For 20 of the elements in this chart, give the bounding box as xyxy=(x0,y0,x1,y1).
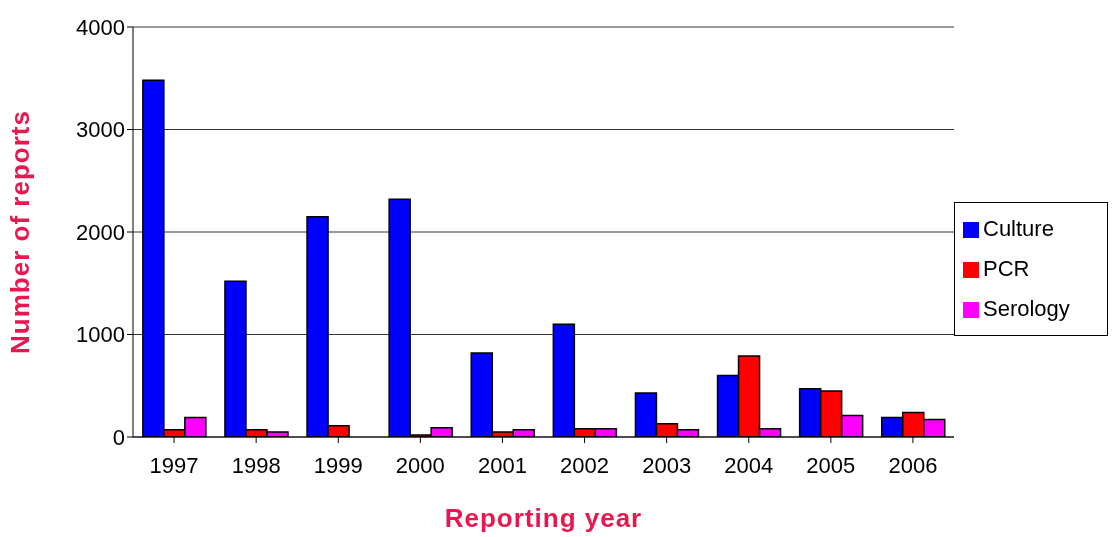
x-tick-label: 1999 xyxy=(313,452,363,478)
x-tick-label: 2004 xyxy=(724,452,774,478)
x-tick-label: 2000 xyxy=(395,452,445,478)
y-tick-label: 4000 xyxy=(76,14,125,40)
x-tick-label: 2001 xyxy=(477,452,527,478)
x-tick-label: 2005 xyxy=(806,452,856,478)
x-tick-label: 1998 xyxy=(231,452,281,478)
x-tick-label: 1997 xyxy=(149,452,199,478)
x-tick-label: 2006 xyxy=(888,452,938,478)
y-tick-label: 0 xyxy=(112,424,125,450)
x-tick-label: 2003 xyxy=(642,452,692,478)
y-tick-label: 1000 xyxy=(76,322,125,348)
y-tick-label: 3000 xyxy=(76,117,125,143)
x-axis-title: Reporting year xyxy=(444,503,643,533)
y-axis-title: Number of reports xyxy=(5,110,36,354)
x-tick-label: 2002 xyxy=(560,452,610,478)
legend-label: Serology xyxy=(983,295,1070,321)
legend-label: Culture xyxy=(983,215,1054,241)
legend-label: PCR xyxy=(983,255,1030,281)
y-tick-label: 2000 xyxy=(76,219,125,245)
